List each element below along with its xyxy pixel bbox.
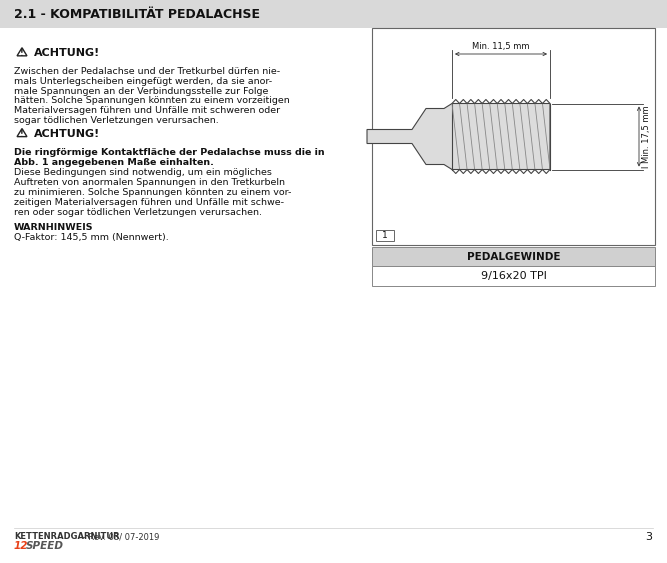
Text: ren oder sogar tödlichen Verletzungen verursachen.: ren oder sogar tödlichen Verletzungen ve…	[14, 208, 262, 217]
Text: Diese Bedingungen sind notwendig, um ein mögliches: Diese Bedingungen sind notwendig, um ein…	[14, 168, 272, 177]
Text: Die ringförmige Kontaktfläche der Pedalachse muss die in: Die ringförmige Kontaktfläche der Pedala…	[14, 148, 325, 157]
Text: !: !	[20, 49, 24, 58]
Text: Min. 11,5 mm: Min. 11,5 mm	[472, 42, 530, 51]
Bar	[0, 0, 667, 28]
Text: SPEED: SPEED	[26, 541, 64, 551]
Text: l Min. 17,5 mm: l Min. 17,5 mm	[642, 105, 651, 168]
Text: male Spannungen an der Verbindungsstelle zur Folge: male Spannungen an der Verbindungsstelle…	[14, 87, 268, 96]
Text: 9/16x20 TPI: 9/16x20 TPI	[480, 271, 546, 281]
Text: KETTENRADGARNITUR: KETTENRADGARNITUR	[14, 532, 119, 541]
Text: ACHTUNG!: ACHTUNG!	[34, 48, 100, 58]
Bar	[372, 266, 655, 286]
Polygon shape	[367, 104, 550, 169]
Text: hätten. Solche Spannungen könnten zu einem vorzeitigen: hätten. Solche Spannungen könnten zu ein…	[14, 96, 289, 105]
Bar	[376, 230, 394, 241]
Text: !: !	[20, 129, 24, 138]
Text: Auftreten von anormalen Spannungen in den Tretkurbeln: Auftreten von anormalen Spannungen in de…	[14, 178, 285, 187]
Text: Materialversagen führen und Unfälle mit schweren oder: Materialversagen führen und Unfälle mit …	[14, 106, 280, 115]
Text: Abb. 1 angegebenen Maße einhalten.: Abb. 1 angegebenen Maße einhalten.	[14, 158, 214, 167]
Text: WARNHINWEIS: WARNHINWEIS	[14, 224, 93, 233]
Text: Q-Faktor: 145,5 mm (Nennwert).: Q-Faktor: 145,5 mm (Nennwert).	[14, 233, 169, 242]
Text: Zwischen der Pedalachse und der Tretkurbel dürfen nie-: Zwischen der Pedalachse und der Tretkurb…	[14, 67, 280, 76]
Text: sogar tödlichen Verletzungen verursachen.: sogar tödlichen Verletzungen verursachen…	[14, 116, 219, 125]
Text: 2.1 - KOMPATIBILITÄT PEDALACHSE: 2.1 - KOMPATIBILITÄT PEDALACHSE	[14, 7, 260, 20]
Text: - Rev. 03/ 07-2019: - Rev. 03/ 07-2019	[80, 532, 159, 541]
Text: 12: 12	[14, 541, 29, 551]
Text: zu minimieren. Solche Spannungen könnten zu einem vor-: zu minimieren. Solche Spannungen könnten…	[14, 188, 291, 197]
Text: zeitigen Materialversagen führen und Unfälle mit schwe-: zeitigen Materialversagen führen und Unf…	[14, 198, 284, 207]
Text: mals Unterlegscheiben eingefügt werden, da sie anor-: mals Unterlegscheiben eingefügt werden, …	[14, 77, 272, 86]
Text: 3: 3	[645, 532, 652, 542]
Bar	[372, 247, 655, 266]
Text: ACHTUNG!: ACHTUNG!	[34, 129, 100, 139]
Bar	[372, 28, 655, 245]
Text: 1: 1	[382, 231, 388, 240]
Text: PEDALGEWINDE: PEDALGEWINDE	[467, 252, 560, 261]
